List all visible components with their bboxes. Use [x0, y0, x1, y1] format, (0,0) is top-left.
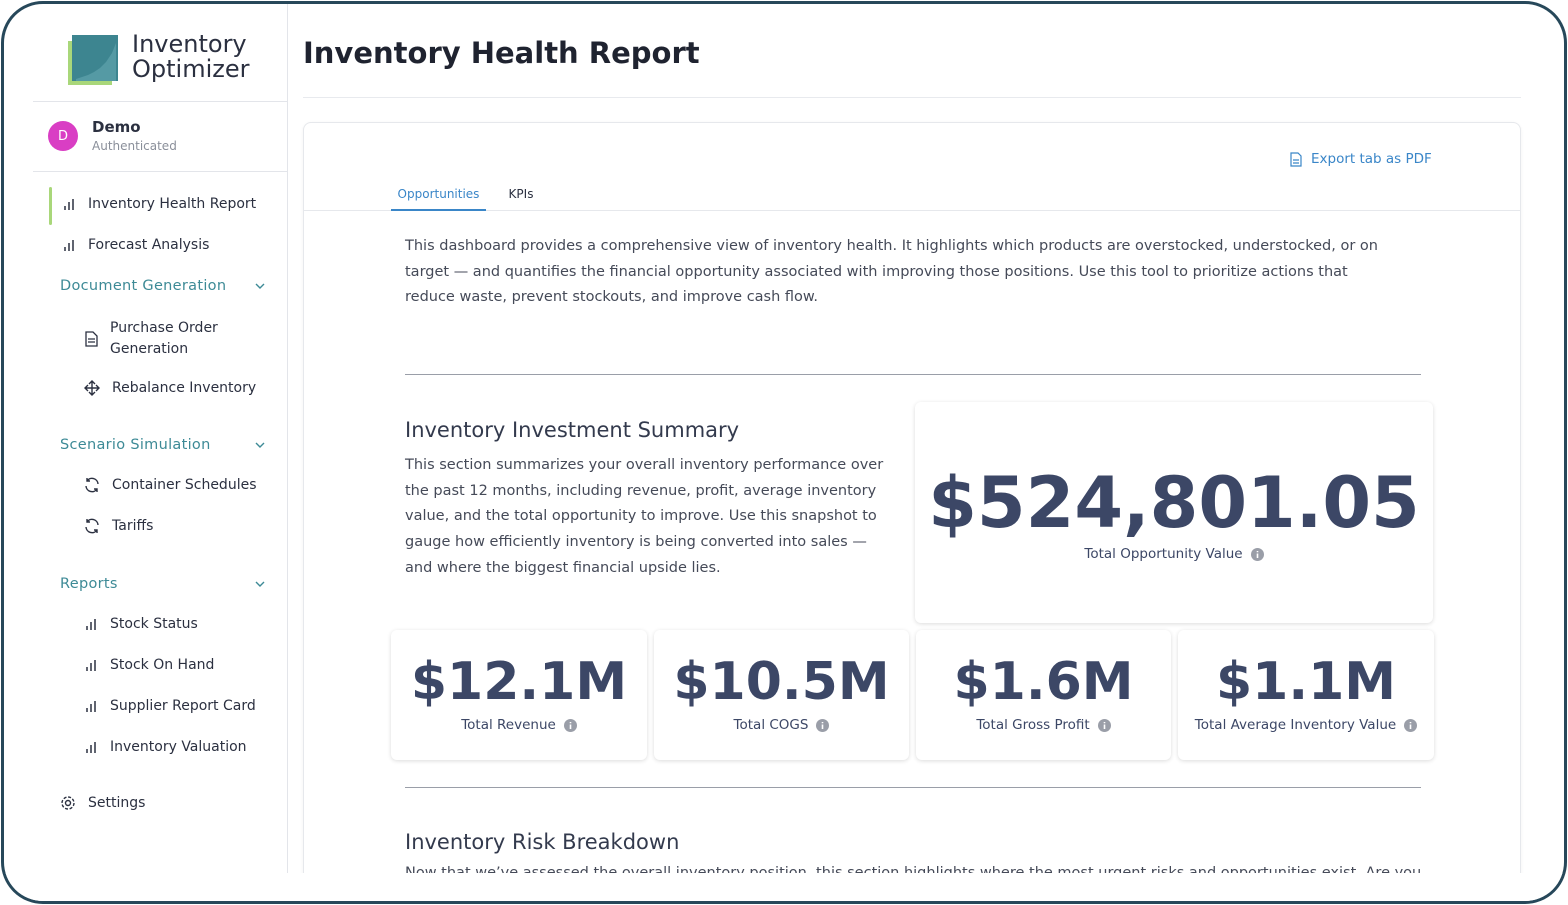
nav-item[interactable]: Inventory Valuation	[84, 739, 247, 755]
nav-label: Stock On Hand	[110, 657, 215, 673]
divider	[405, 787, 1421, 788]
total-value: $524,801.05	[928, 462, 1420, 544]
kpi-value: $12.1M	[410, 652, 628, 712]
sidebar: Inventory Optimizer D Demo Authenticated…	[4, 4, 288, 874]
icon	[1290, 151, 1302, 167]
divider	[405, 374, 1421, 375]
kpi-value: $1.6M	[953, 652, 1134, 712]
info-icon[interactable]	[1250, 547, 1264, 561]
icon	[86, 742, 96, 753]
divider	[33, 101, 287, 102]
page-title: Inventory Health Report	[303, 36, 700, 70]
kpi-label-row: Total Average Inventory Value	[1178, 717, 1434, 733]
nav-item[interactable]: Supplier Report Card	[84, 698, 256, 714]
nav-item[interactable]: Inventory Health Report	[62, 196, 256, 212]
info-icon[interactable]	[563, 718, 577, 732]
nav-group[interactable]: Document Generation	[60, 278, 265, 294]
chevron	[255, 442, 265, 448]
nav-item[interactable]: Rebalance Inventory	[84, 380, 256, 396]
nav-item[interactable]: Settings	[60, 795, 145, 811]
group-title: Reports	[60, 576, 118, 592]
nav-label: Forecast Analysis	[88, 237, 210, 253]
kpi-card: $1.1M Total Average Inventory Value	[1178, 630, 1434, 760]
user-name: Demo	[92, 118, 141, 136]
info-icon[interactable]	[816, 718, 830, 732]
total-card: $524,801.05 Total Opportunity Value	[915, 402, 1433, 623]
icon	[85, 331, 98, 347]
nav-label: Purchase Order Generation	[110, 320, 218, 357]
brand: Inventory Optimizer	[132, 32, 249, 82]
kpi-value: $1.1M	[1215, 652, 1397, 712]
icon	[86, 660, 96, 671]
nav-label: Supplier Report Card	[110, 698, 256, 714]
chevron	[255, 283, 265, 289]
tab-active[interactable]: Opportunities	[391, 187, 486, 211]
nav-label: Inventory Valuation	[110, 739, 247, 755]
tab[interactable]: KPIs	[508, 187, 534, 201]
section-text: This section summarizes your overall inv…	[405, 457, 884, 576]
info-icon[interactable]	[1404, 718, 1418, 732]
intro-text: This dashboard provides a comprehensive …	[405, 238, 1378, 306]
kpi-label-row: Total Revenue	[391, 717, 647, 733]
kpi-label: Total COGS	[733, 717, 809, 733]
brand-line: Optimizer	[132, 55, 250, 83]
kpi-label-row: Total COGS	[654, 717, 909, 733]
group-title: Scenario Simulation	[60, 437, 211, 453]
kpi-card: $12.1M Total Revenue	[391, 630, 647, 760]
nav-item[interactable]: Tariffs	[84, 518, 153, 534]
group-title: Document Generation	[60, 278, 227, 294]
kpi-label: Total Average Inventory Value	[1194, 717, 1397, 733]
nav-item[interactable]: Stock On Hand	[84, 657, 214, 673]
avatar: D	[48, 121, 78, 151]
active-indicator	[49, 187, 52, 225]
export-label: Export tab as PDF	[1311, 151, 1432, 167]
info-icon[interactable]	[1097, 718, 1111, 732]
nav-group[interactable]: Reports	[60, 576, 265, 592]
kpi-value: $10.5M	[673, 652, 890, 712]
nav-label: Container Schedules	[112, 477, 257, 493]
nav-group[interactable]: Scenario Simulation	[60, 437, 265, 453]
total-label: Total Opportunity Value	[1084, 546, 1243, 562]
total-label-row: Total Opportunity Value	[915, 546, 1433, 562]
tab-bar	[304, 210, 1520, 211]
kpi-card: $1.6M Total Gross Profit	[916, 630, 1171, 760]
icon	[84, 380, 100, 396]
content-card: Export tab as PDF Opportunities KPIs Thi…	[303, 122, 1521, 901]
user-status: Authenticated	[92, 139, 177, 153]
nav-item[interactable]: Forecast Analysis	[62, 237, 209, 253]
nav-label: Tariffs	[112, 518, 154, 534]
icon	[61, 796, 75, 810]
icon	[64, 199, 74, 210]
icon	[85, 477, 99, 493]
icon	[86, 619, 96, 630]
section-title: Inventory Risk Breakdown	[405, 830, 680, 854]
section-title: Inventory Investment Summary	[405, 418, 740, 442]
kpi-label: Total Gross Profit	[976, 717, 1090, 733]
nav-label: Inventory Health Report	[88, 196, 257, 212]
export-button[interactable]: Export tab as PDF	[1290, 151, 1432, 167]
kpi-card: $10.5M Total COGS	[654, 630, 909, 760]
divider	[303, 97, 1521, 98]
nav-item[interactable]: Purchase Order Generation	[84, 318, 234, 360]
kpi-label: Total Revenue	[461, 717, 556, 733]
kpi-label-row: Total Gross Profit	[916, 717, 1171, 733]
logo	[68, 35, 118, 85]
chevron	[255, 581, 265, 587]
nav-label: Stock Status	[110, 616, 198, 632]
icon	[85, 518, 99, 534]
divider	[33, 171, 287, 172]
icon	[86, 701, 96, 712]
brand-line: Inventory	[132, 30, 247, 58]
nav-label: Settings	[88, 795, 146, 811]
icon	[64, 240, 74, 251]
nav-label: Rebalance Inventory	[112, 380, 257, 396]
nav-item[interactable]: Stock Status	[84, 616, 198, 632]
viewport-edge	[4, 873, 1564, 901]
nav-item[interactable]: Container Schedules	[84, 477, 257, 493]
